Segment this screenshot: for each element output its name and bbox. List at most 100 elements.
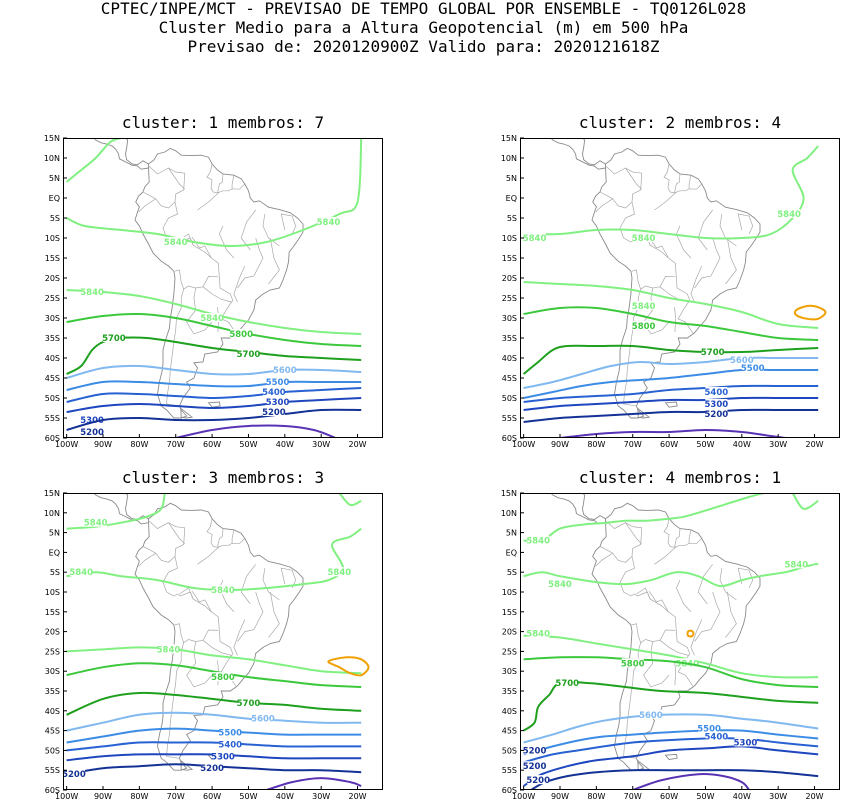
central-america-coastline	[124, 493, 149, 520]
map-frame	[63, 138, 383, 438]
tierra-del-fuego-coastline	[637, 759, 651, 771]
contour-label-background	[81, 415, 104, 424]
contour-label-5840: 5840	[777, 210, 801, 220]
political-border	[142, 546, 156, 554]
political-border	[197, 191, 220, 211]
contour-5840	[66, 527, 362, 592]
lat-tick-label: 5N	[506, 529, 517, 538]
political-border	[654, 191, 677, 211]
lat-tick-label: 50S	[502, 394, 517, 403]
contour-label-5700: 5700	[102, 334, 126, 344]
lat-tick-label: 15N	[501, 134, 517, 143]
contour-5880	[327, 656, 370, 677]
contour-label-background	[527, 628, 550, 638]
contour-label-background	[230, 329, 253, 338]
map-frame	[63, 493, 383, 790]
lon-tick-label: 90W	[94, 440, 112, 449]
lat-tick-label: 40S	[502, 354, 517, 363]
political-border	[625, 167, 643, 190]
political-border	[599, 546, 613, 554]
political-border	[697, 564, 713, 605]
lat-tick-label: 60S	[45, 434, 60, 443]
contour-label-background	[63, 769, 85, 779]
lon-tick-label: 100W	[55, 440, 78, 449]
lon-tick-label: 50W	[239, 792, 257, 801]
political-border	[663, 163, 703, 194]
contour-5100	[559, 428, 786, 438]
political-border	[719, 213, 737, 247]
lat-tick-label: 35S	[45, 687, 60, 696]
political-border	[676, 225, 692, 259]
lat-tick-label: 25S	[45, 647, 60, 656]
contour-label-background	[212, 751, 234, 761]
contour-label-background	[556, 678, 579, 688]
contour-label-5600: 5600	[251, 715, 275, 725]
contour-label-5600: 5600	[730, 356, 754, 366]
contour-5840	[523, 145, 819, 240]
contour-5200	[530, 769, 819, 790]
contour-label-background	[523, 233, 546, 242]
panel-title-cluster-3: cluster: 3 membros: 3	[121, 468, 325, 487]
contour-label-5800: 5800	[621, 659, 645, 669]
contour-5100	[175, 424, 337, 438]
contour-5300	[523, 745, 819, 787]
contour-label-background	[549, 579, 571, 589]
contour-label-background	[328, 567, 351, 577]
contour-label-5840: 5840	[632, 302, 656, 312]
lat-tick-label: 10N	[44, 509, 60, 518]
political-border	[206, 163, 246, 194]
central-america-coastline	[124, 138, 149, 166]
lat-tick-label: 15S	[502, 254, 517, 263]
contour-5500	[66, 380, 362, 391]
panel-title-cluster-4: cluster: 4 membros: 1	[578, 468, 782, 487]
political-border	[148, 520, 236, 687]
contour-label-5300: 5300	[266, 398, 290, 408]
lon-tick-label: 70W	[624, 792, 642, 801]
central-america-coastline	[93, 138, 149, 170]
contour-5200	[66, 408, 362, 431]
political-border	[233, 619, 246, 656]
lat-tick-label: 50S	[45, 746, 60, 755]
political-border	[676, 579, 692, 613]
lon-tick-label: 30W	[312, 792, 330, 801]
lon-tick-label: 60W	[660, 440, 678, 449]
contour-label-background	[701, 347, 724, 356]
contour-5840	[65, 138, 122, 183]
contour-5400	[523, 384, 819, 403]
contour-label-5840: 5840	[526, 537, 550, 547]
lon-tick-label: 70W	[167, 440, 185, 449]
map-panel-cluster-1: 5840 5840 5840 5840 5800 5700 5700 5600 55005400…	[44, 134, 383, 449]
contour-label-5400: 5400	[262, 388, 286, 398]
contour-5200	[523, 408, 819, 423]
lon-tick-label: 40W	[733, 440, 751, 449]
south-america-coastline	[591, 147, 761, 419]
lat-tick-label: 15S	[45, 608, 60, 617]
contour-label-5500: 5500	[266, 378, 290, 388]
lon-tick-label: 80W	[587, 792, 605, 801]
contour-label-5200: 5200	[262, 408, 286, 418]
lat-tick-label: 10S	[502, 234, 517, 243]
political-border	[191, 237, 212, 259]
political-border	[280, 567, 297, 589]
contour-label-5600: 5600	[639, 711, 663, 721]
political-border	[191, 591, 212, 612]
central-america-coastline	[581, 493, 606, 520]
panel-title-cluster-1: cluster: 1 membros: 7	[121, 113, 325, 132]
political-border	[262, 213, 280, 247]
political-border	[694, 591, 721, 642]
lat-tick-label: EQ	[49, 548, 60, 557]
lon-tick-label: 50W	[696, 792, 714, 801]
lat-tick-label: 50S	[45, 394, 60, 403]
contour-label-5840: 5840	[84, 519, 108, 529]
lat-tick-label: 15S	[502, 608, 517, 617]
contour-5800	[66, 312, 362, 347]
political-border	[206, 518, 246, 548]
contour-label-background	[81, 427, 104, 436]
contour-label-5200: 5200	[523, 762, 547, 772]
lat-tick-label: 20S	[45, 628, 60, 637]
political-border	[663, 518, 703, 548]
lon-tick-label: 70W	[624, 440, 642, 449]
south-america-coastline	[134, 147, 304, 419]
political-border	[690, 265, 703, 303]
political-border	[625, 522, 643, 544]
